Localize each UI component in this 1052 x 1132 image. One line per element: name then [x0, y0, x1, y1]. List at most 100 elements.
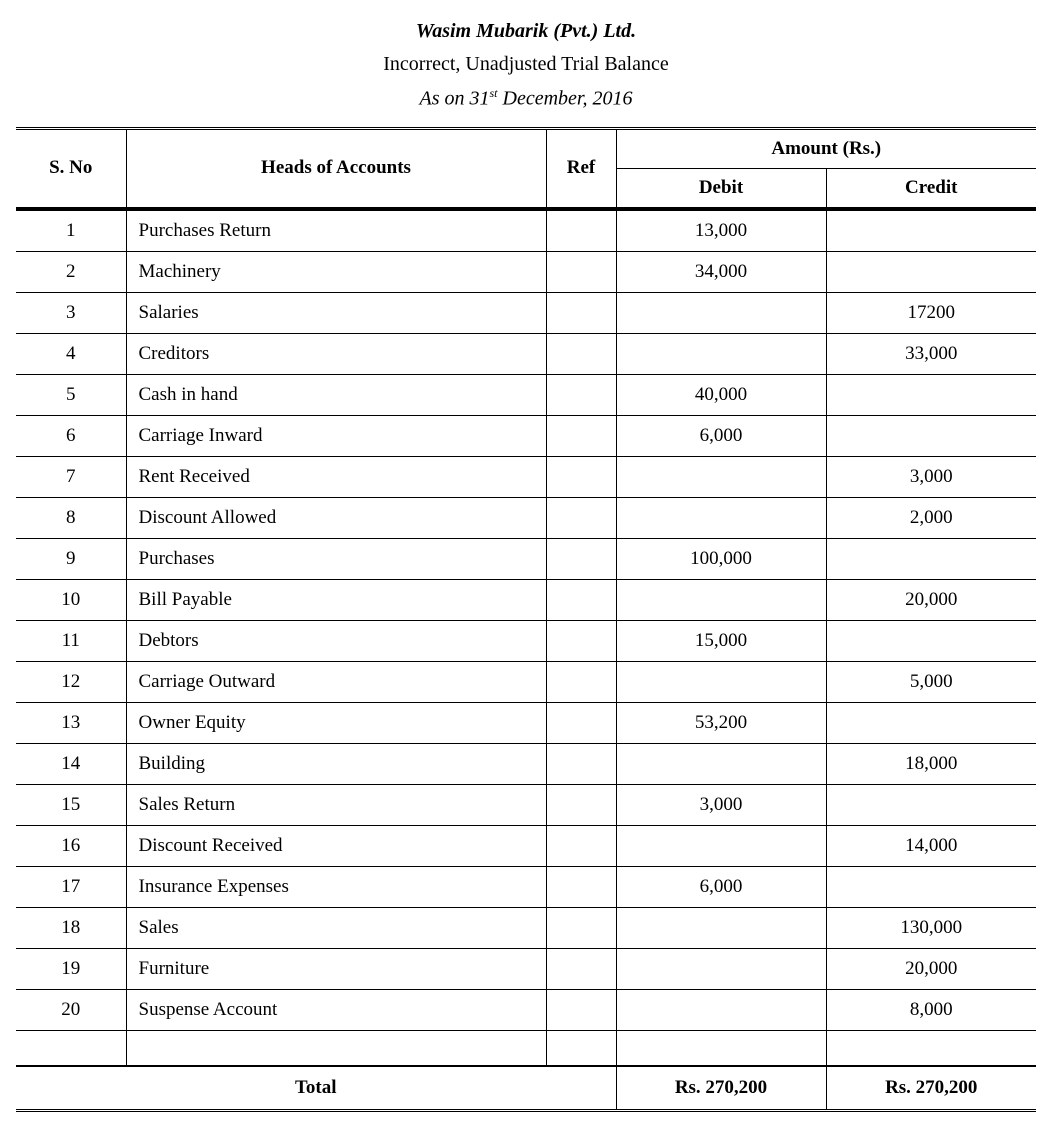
- cell-credit: 2,000: [826, 497, 1036, 538]
- cell-sno: 18: [16, 907, 126, 948]
- cell-head: Carriage Inward: [126, 415, 546, 456]
- table-row: 6Carriage Inward6,000: [16, 415, 1036, 456]
- cell-debit: [616, 907, 826, 948]
- cell-credit: [826, 211, 1036, 252]
- cell-ref: [546, 211, 616, 252]
- table-row: 3Salaries 17200: [16, 292, 1036, 333]
- cell-ref: [546, 456, 616, 497]
- cell-debit: [616, 825, 826, 866]
- cell-credit: 20,000: [826, 948, 1036, 989]
- cell-sno: 3: [16, 292, 126, 333]
- col-debit-header: Debit: [616, 168, 826, 209]
- cell-ref: [546, 948, 616, 989]
- cell-credit: [826, 866, 1036, 907]
- col-amount-group-header: Amount (Rs.): [616, 130, 1036, 169]
- cell-debit: 6,000: [616, 866, 826, 907]
- cell-ref: [546, 989, 616, 1030]
- cell-debit: [616, 579, 826, 620]
- table-row: 5Cash in hand40,000: [16, 374, 1036, 415]
- report-header: Wasim Mubarik (Pvt.) Ltd. Incorrect, Una…: [16, 20, 1036, 111]
- cell-ref: [546, 579, 616, 620]
- cell-head: Purchases Return: [126, 211, 546, 252]
- cell-head: Suspense Account: [126, 989, 546, 1030]
- table-row: 15Sales Return3,000: [16, 784, 1036, 825]
- table-row: 8Discount Allowed2,000: [16, 497, 1036, 538]
- cell-sno: 5: [16, 374, 126, 415]
- col-heads-header: Heads of Accounts: [126, 130, 546, 209]
- cell-credit: 17200: [826, 292, 1036, 333]
- total-label: Total: [16, 1066, 616, 1111]
- cell-head: Sales: [126, 907, 546, 948]
- cell-credit: [826, 251, 1036, 292]
- cell-head: Sales Return: [126, 784, 546, 825]
- table-row: 20Suspense Account 8,000: [16, 989, 1036, 1030]
- col-credit-header: Credit: [826, 168, 1036, 209]
- cell-sno: 8: [16, 497, 126, 538]
- cell-ref: [546, 333, 616, 374]
- table-row: 7Rent Received3,000: [16, 456, 1036, 497]
- cell-ref: [546, 825, 616, 866]
- cell-head: Rent Received: [126, 456, 546, 497]
- cell-head: Cash in hand: [126, 374, 546, 415]
- cell-head: Carriage Outward: [126, 661, 546, 702]
- table-row: 14Building18,000: [16, 743, 1036, 784]
- report-title: Incorrect, Unadjusted Trial Balance: [16, 53, 1036, 76]
- cell-sno: 2: [16, 251, 126, 292]
- cell-ref: [546, 661, 616, 702]
- cell-debit: [616, 292, 826, 333]
- cell-credit: 130,000: [826, 907, 1036, 948]
- cell-ref: [546, 743, 616, 784]
- table-row: 9Purchases100,000: [16, 538, 1036, 579]
- cell-debit: 53,200: [616, 702, 826, 743]
- cell-credit: [826, 374, 1036, 415]
- cell-head: Purchases: [126, 538, 546, 579]
- cell-sno: 20: [16, 989, 126, 1030]
- cell-credit: [826, 538, 1036, 579]
- cell-sno: 14: [16, 743, 126, 784]
- cell-sno: 10: [16, 579, 126, 620]
- as-on-suffix: December, 2016: [498, 88, 633, 110]
- table-row: 19Furniture 20,000: [16, 948, 1036, 989]
- cell-ref: [546, 620, 616, 661]
- cell-debit: [616, 456, 826, 497]
- cell-credit: [826, 620, 1036, 661]
- cell-debit: 15,000: [616, 620, 826, 661]
- cell-head: Debtors: [126, 620, 546, 661]
- cell-ref: [546, 538, 616, 579]
- cell-credit: 14,000: [826, 825, 1036, 866]
- cell-ref: [546, 497, 616, 538]
- cell-head: Insurance Expenses: [126, 866, 546, 907]
- cell-credit: [826, 415, 1036, 456]
- cell-ref: [546, 907, 616, 948]
- table-row: 17Insurance Expenses6,000: [16, 866, 1036, 907]
- cell-sno: 1: [16, 211, 126, 252]
- cell-sno: 6: [16, 415, 126, 456]
- cell-ref: [546, 415, 616, 456]
- cell-sno: 13: [16, 702, 126, 743]
- cell-ref: [546, 702, 616, 743]
- total-row: Total Rs. 270,200 Rs. 270,200: [16, 1066, 1036, 1111]
- col-sno-header: S. No: [16, 130, 126, 209]
- cell-ref: [546, 292, 616, 333]
- cell-sno: 11: [16, 620, 126, 661]
- cell-sno: 19: [16, 948, 126, 989]
- cell-sno: 9: [16, 538, 126, 579]
- cell-credit: 33,000: [826, 333, 1036, 374]
- cell-debit: 34,000: [616, 251, 826, 292]
- company-name: Wasim Mubarik (Pvt.) Ltd.: [16, 20, 1036, 43]
- cell-head: Bill Payable: [126, 579, 546, 620]
- table-row: 11Debtors 15,000: [16, 620, 1036, 661]
- table-row: 10Bill Payable20,000: [16, 579, 1036, 620]
- cell-sno: 15: [16, 784, 126, 825]
- table-row: 2Machinery34,000: [16, 251, 1036, 292]
- cell-head: Owner Equity: [126, 702, 546, 743]
- cell-ref: [546, 866, 616, 907]
- cell-ref: [546, 784, 616, 825]
- table-row: 16Discount Received14,000: [16, 825, 1036, 866]
- cell-credit: 8,000: [826, 989, 1036, 1030]
- cell-head: Salaries: [126, 292, 546, 333]
- cell-head: Building: [126, 743, 546, 784]
- cell-sno: 12: [16, 661, 126, 702]
- cell-credit: 5,000: [826, 661, 1036, 702]
- cell-head: Furniture: [126, 948, 546, 989]
